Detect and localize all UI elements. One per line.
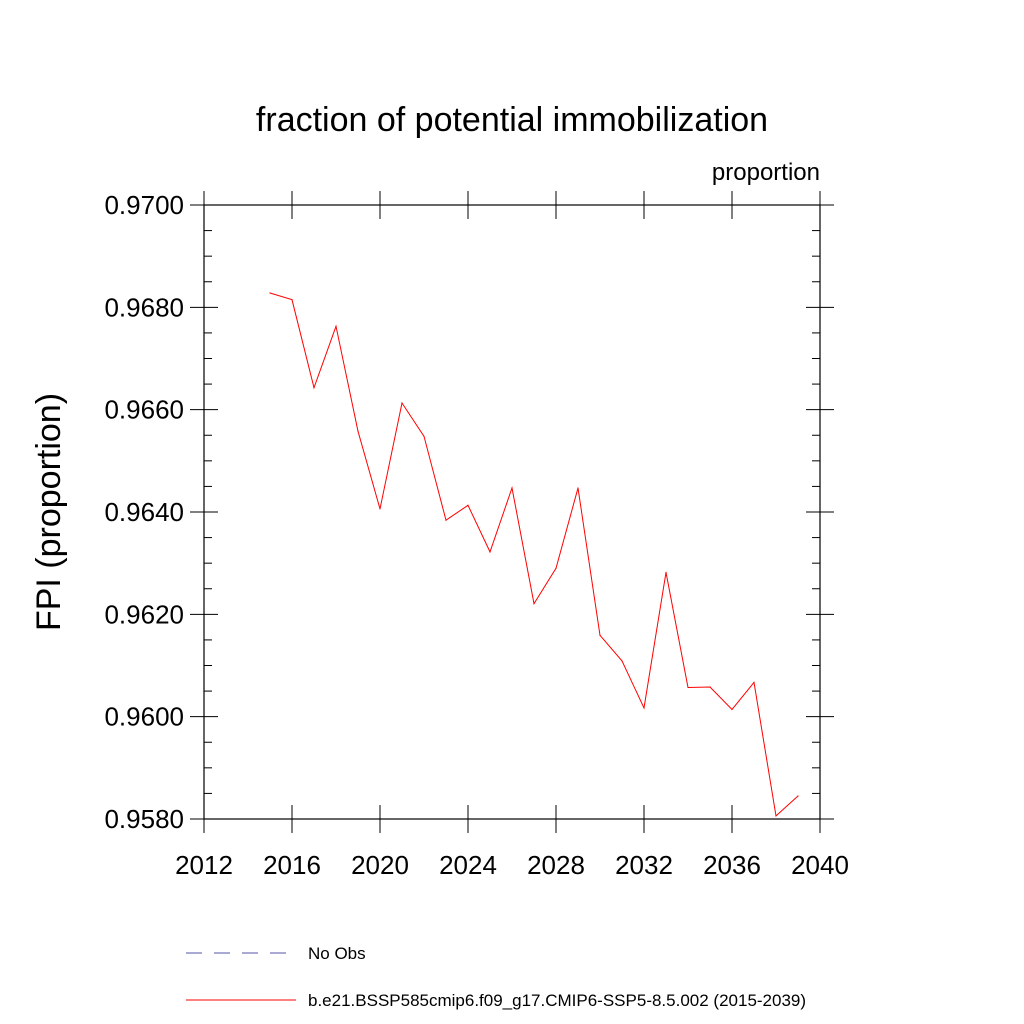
data-point [423,435,425,437]
y-tick-label: 0.9600 [104,702,184,732]
x-tick-label: 2024 [439,850,497,880]
data-point [775,815,777,817]
data-point [335,325,337,327]
series-layer [269,292,799,817]
y-axis: 0.9580 0.9600 0.9620 0.9640 0.9660 0.9680 0.97… [104,190,834,834]
data-point [291,299,293,301]
legend-label: No Obs [308,944,366,963]
y-tick-label: 0.9660 [104,395,184,425]
data-point [577,487,579,489]
y-tick-label: 0.9680 [104,292,184,322]
x-tick-label: 2016 [263,850,321,880]
data-point [379,508,381,510]
chart-title: fraction of potential immobilization [256,101,768,139]
legend: No Obs b.e21.BSSP585cmip6.f09_g17.CMIP6-S… [186,944,806,1010]
data-point [269,292,271,294]
data-point [511,487,513,489]
data-point [489,551,491,553]
data-point [445,519,447,521]
data-point [687,686,689,689]
data-point [467,504,469,506]
x-tick-label: 2036 [703,850,761,880]
data-point [753,681,755,683]
data-point [533,602,535,605]
data-point [313,387,315,389]
units-label: proportion [712,159,820,186]
data-point [797,795,799,797]
x-tick-label: 2028 [527,850,585,880]
y-axis-label: FPI (proportion) [30,393,68,631]
data-point [643,707,645,709]
series-line [269,292,799,817]
y-tick-label: 0.9700 [104,190,184,220]
data-point [665,571,667,573]
data-point [599,634,601,636]
legend-label: b.e21.BSSP585cmip6.f09_g17.CMIP6-SSP5-8.… [308,991,806,1010]
data-point [357,430,359,432]
y-tick-label: 0.9620 [104,599,184,629]
data-point [401,402,403,404]
data-point [555,567,557,569]
plot-frame [203,204,821,820]
data-point [621,660,623,662]
y-tick-label: 0.9640 [104,497,184,527]
y-tick-label: 0.9580 [104,804,184,834]
x-tick-label: 2040 [791,850,849,880]
x-tick-label: 2020 [351,850,409,880]
x-tick-label: 2032 [615,850,673,880]
x-tick-label: 2012 [175,850,233,880]
data-point [731,708,733,711]
x-axis: 2012 2016 2020 2024 2028 2032 2036 2040 [175,191,849,880]
data-point [709,686,711,688]
